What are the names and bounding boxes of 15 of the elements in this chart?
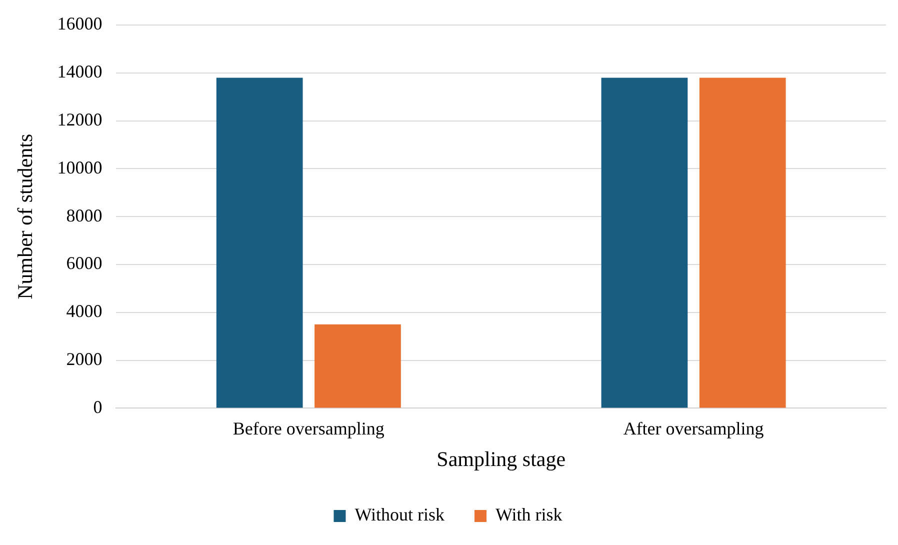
y-tick-label: 4000: [66, 301, 102, 322]
y-tick-label: 16000: [57, 14, 102, 34]
y-tick-label: 0: [93, 396, 102, 417]
x-tick-label: After oversampling: [623, 418, 764, 439]
y-tick-label: 8000: [66, 205, 102, 226]
y-axis-title: Number of students: [13, 134, 38, 300]
legend-label: Without risk: [354, 504, 445, 525]
y-tick-label: 6000: [66, 253, 102, 274]
legend-label: With risk: [496, 504, 562, 525]
y-tick-label: 2000: [66, 349, 102, 370]
y-tick-label: 10000: [57, 157, 102, 178]
y-tick-label: 12000: [57, 110, 102, 130]
x-tick-label: Before oversampling: [232, 418, 384, 439]
y-tick-label: 14000: [57, 62, 102, 82]
x-axis-title: Sampling stage: [436, 446, 566, 471]
